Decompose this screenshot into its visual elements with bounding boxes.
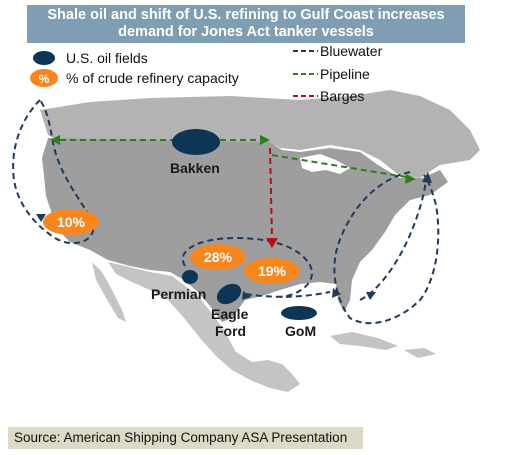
capacity-bubble-texas (190, 244, 246, 270)
barges-route (269, 147, 273, 239)
pipeline-arrowhead-center (260, 135, 270, 145)
bluewater-arrowhead-east (422, 172, 432, 183)
oil-field-label-gom: GoM (285, 323, 316, 339)
capacity-bubble-west-coast (43, 209, 99, 235)
canada-landmass (40, 90, 480, 178)
title-line-1: Shale oil and shift of U.S. refining to … (47, 7, 445, 23)
bluewater-arrowhead-atlantic (366, 292, 376, 300)
bluewater-arrowhead-west (36, 214, 46, 222)
pipeline-route-east (271, 154, 413, 179)
capacity-label-louisiana: 19% (258, 263, 287, 279)
oil-field-label-bakken: Bakken (170, 160, 220, 176)
legend-oil-field-swatch (33, 51, 55, 65)
capacity-label-texas: 28% (204, 249, 233, 265)
baja-landmass (92, 262, 126, 322)
pipeline-arrowhead-west (50, 135, 60, 145)
legend-oil-fields-label: U.S. oil fields (66, 50, 148, 66)
oil-field-permian (182, 270, 198, 284)
capacity-label-west-coast: 10% (57, 214, 86, 230)
bluewater-route-atlantic (333, 171, 440, 325)
oil-field-label-ford: Ford (215, 323, 246, 339)
hispaniola-landmass (404, 348, 436, 358)
legend-capacity-swatch (30, 69, 58, 87)
bluewater-route-gulf-link (245, 291, 331, 298)
oil-field-label-permian: Permian (151, 286, 206, 302)
bluewater-arrowhead-gulf (242, 291, 251, 300)
usa-landmass (42, 138, 448, 322)
barges-arrowhead (266, 238, 278, 248)
bluewater-route-gulf (182, 236, 313, 298)
bluewater-route-west (12, 99, 95, 245)
oil-field-label-eagle: Eagle (211, 306, 249, 322)
oil-field-gom (281, 306, 317, 320)
legend-barges-label: Barges (320, 88, 365, 104)
legend-pipeline-label: Pipeline (320, 66, 370, 82)
legend-bluewater-label: Bluewater (320, 43, 383, 59)
oil-field-bakken (172, 129, 220, 155)
bluewater-route-east (359, 179, 427, 301)
legend-capacity-label: % of crude refinery capacity (66, 70, 239, 86)
cuba-landmass (330, 332, 398, 350)
map-title: Shale oil and shift of U.S. refining to … (27, 5, 465, 43)
bluewater-arrowhead-gulf-east (332, 288, 341, 298)
pipeline-arrowhead-east (405, 174, 416, 184)
capacity-bubble-louisiana (244, 258, 300, 284)
title-line-2: demand for Jones Act tanker vessels (118, 24, 374, 40)
source-caption: Source: American Shipping Company ASA Pr… (8, 427, 363, 449)
legend-capacity-swatch-text: % (39, 72, 50, 86)
oil-field-eagle-ford (216, 283, 242, 305)
mexico-landmass (108, 262, 300, 392)
